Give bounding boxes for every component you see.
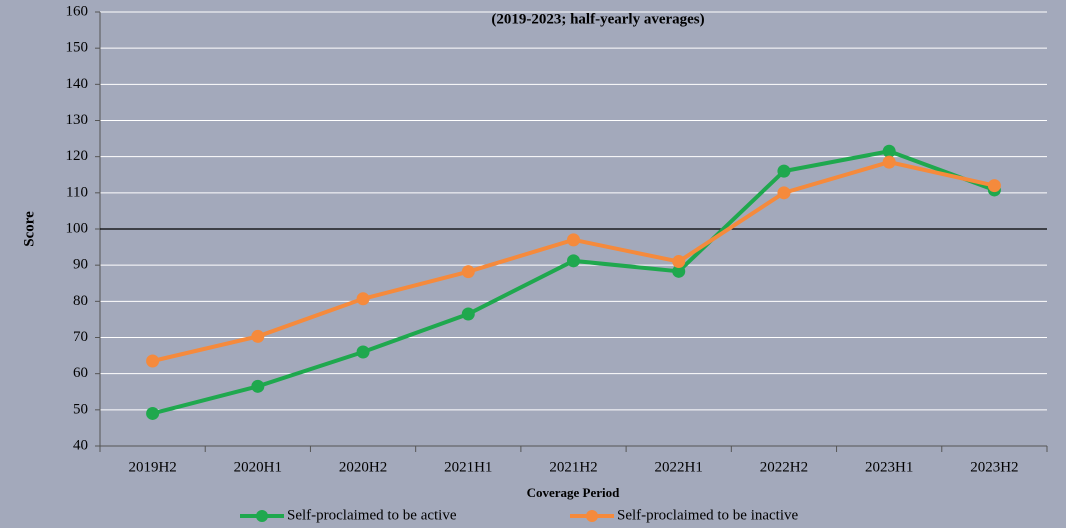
y-axis-title: Score xyxy=(21,211,37,247)
y-tick-label: 70 xyxy=(73,329,88,345)
data-point xyxy=(146,406,160,420)
x-tick-label: 2019H2 xyxy=(128,459,176,475)
data-point xyxy=(567,254,580,268)
x-tick-label: 2021H2 xyxy=(549,459,597,475)
data-point xyxy=(251,329,265,343)
data-point xyxy=(672,264,686,278)
x-tick-label: 2023H2 xyxy=(970,459,1018,475)
y-tick-label: 140 xyxy=(66,76,89,92)
x-tick-label: 2022H2 xyxy=(760,459,808,475)
x-tick-label: 2022H1 xyxy=(655,459,703,475)
y-tick-label: 90 xyxy=(73,257,88,273)
y-tick-label: 80 xyxy=(73,293,88,309)
y-tick-label: 120 xyxy=(66,148,89,164)
x-tick-label: 2023H1 xyxy=(865,459,913,475)
data-point xyxy=(461,265,475,279)
y-tick-label: 40 xyxy=(73,437,88,453)
data-point xyxy=(461,307,475,321)
y-tick-label: 150 xyxy=(66,40,89,56)
data-point xyxy=(777,186,791,200)
y-tick-label: 100 xyxy=(66,220,89,236)
data-point xyxy=(777,164,791,178)
x-tick-label: 2021H1 xyxy=(444,459,492,475)
data-point xyxy=(251,379,265,393)
data-point xyxy=(356,345,370,359)
legend-marker xyxy=(586,510,598,522)
data-point xyxy=(672,255,686,269)
y-tick-label: 50 xyxy=(73,401,88,417)
data-point xyxy=(356,292,370,306)
x-tick-label: 2020H2 xyxy=(339,459,387,475)
legend-label: Self-proclaimed to be inactive xyxy=(617,507,799,523)
data-point xyxy=(987,179,1001,193)
data-point xyxy=(567,233,580,247)
data-point xyxy=(882,155,896,169)
legend-label: Self-proclaimed to be active xyxy=(287,507,457,523)
chart-subtitle: (2019-2023; half-yearly averages) xyxy=(491,11,704,27)
y-tick-label: 60 xyxy=(73,365,88,381)
data-point xyxy=(146,354,160,368)
y-tick-label: 130 xyxy=(66,112,89,128)
y-tick-label: 160 xyxy=(66,3,89,19)
y-tick-label: 110 xyxy=(66,184,88,200)
legend-marker xyxy=(256,510,268,522)
x-tick-label: 2020H1 xyxy=(234,459,282,475)
data-point xyxy=(882,144,896,158)
x-axis-title: Coverage Period xyxy=(527,485,621,500)
